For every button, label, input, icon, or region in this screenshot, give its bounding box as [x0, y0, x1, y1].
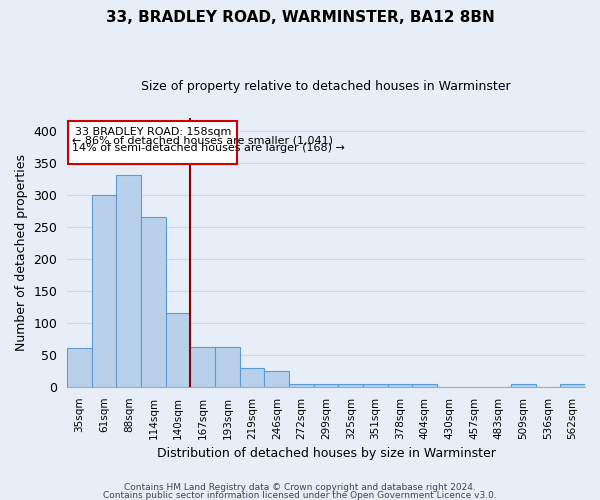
Y-axis label: Number of detached properties: Number of detached properties — [15, 154, 28, 351]
Bar — [560, 384, 585, 387]
Bar — [116, 176, 141, 387]
Bar — [240, 368, 265, 387]
Bar — [511, 384, 536, 387]
Bar — [314, 384, 338, 387]
Bar — [412, 384, 437, 387]
Bar — [289, 384, 314, 387]
Bar — [92, 194, 116, 387]
Bar — [190, 347, 215, 387]
Bar — [388, 384, 412, 387]
Text: Contains HM Land Registry data © Crown copyright and database right 2024.: Contains HM Land Registry data © Crown c… — [124, 484, 476, 492]
Bar — [67, 348, 92, 387]
FancyBboxPatch shape — [68, 121, 238, 164]
Text: 33 BRADLEY ROAD: 158sqm: 33 BRADLEY ROAD: 158sqm — [74, 126, 231, 136]
Text: 33, BRADLEY ROAD, WARMINSTER, BA12 8BN: 33, BRADLEY ROAD, WARMINSTER, BA12 8BN — [106, 10, 494, 25]
Text: Contains public sector information licensed under the Open Government Licence v3: Contains public sector information licen… — [103, 490, 497, 500]
Title: Size of property relative to detached houses in Warminster: Size of property relative to detached ho… — [141, 80, 511, 93]
Bar — [265, 371, 289, 387]
Text: ← 86% of detached houses are smaller (1,041): ← 86% of detached houses are smaller (1,… — [72, 135, 333, 145]
Bar — [363, 384, 388, 387]
X-axis label: Distribution of detached houses by size in Warminster: Distribution of detached houses by size … — [157, 447, 496, 460]
Text: 14% of semi-detached houses are larger (168) →: 14% of semi-detached houses are larger (… — [72, 144, 345, 154]
Bar — [166, 313, 190, 387]
Bar — [215, 347, 240, 387]
Bar — [141, 217, 166, 387]
Bar — [338, 384, 363, 387]
